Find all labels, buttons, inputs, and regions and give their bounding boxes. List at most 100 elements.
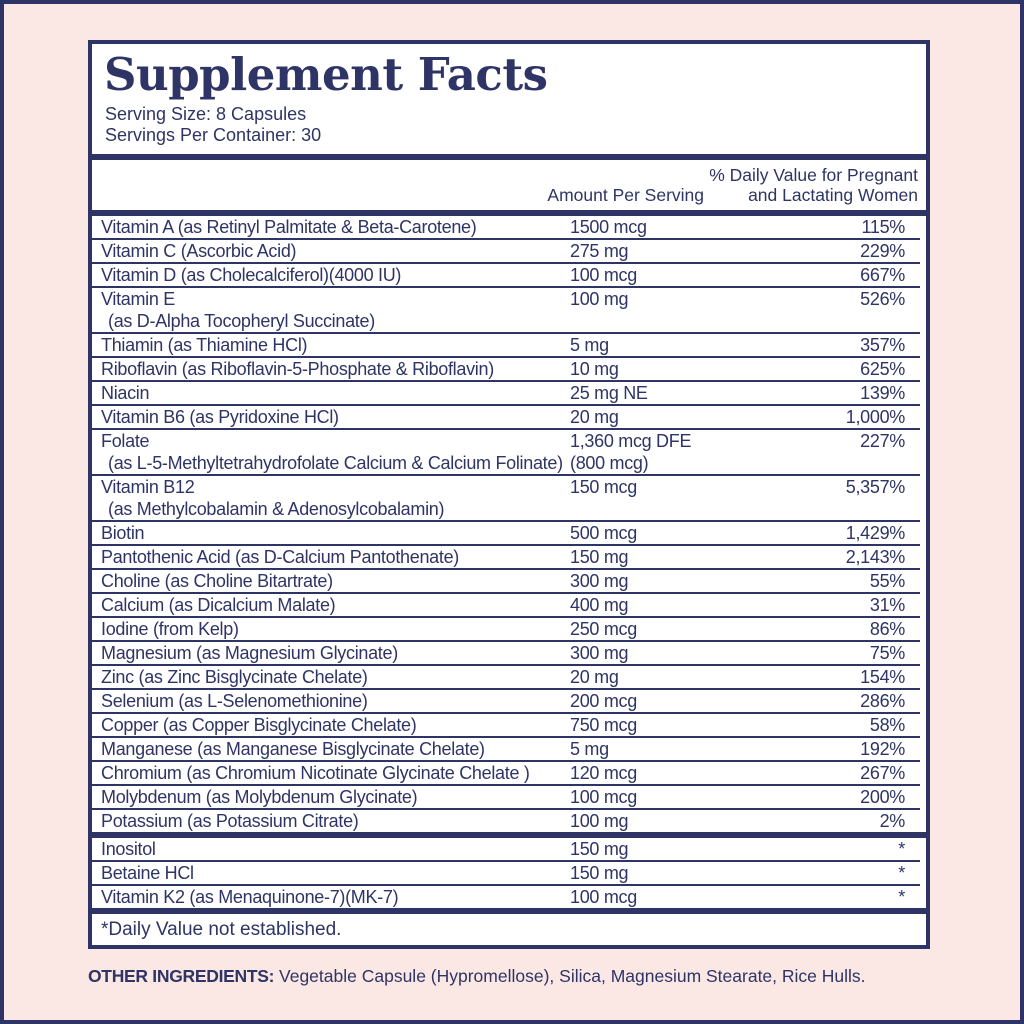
nutrient-amount: 5 mg [570,738,760,760]
nutrient-name-line: Inositol [101,839,156,859]
nutrient-name: Calcium (as Dicalcium Malate) [92,594,570,616]
table-row: Thiamin (as Thiamine HCl) 5 mg 357% [92,334,920,358]
nutrient-name: Selenium (as L-Selenomethionine) [92,690,570,712]
nutrient-name-line: Selenium (as L-Selenomethionine) [101,691,368,711]
nutrient-amount: 20 mg [570,406,760,428]
nutrient-name-line: Chromium (as Chromium Nicotinate Glycina… [101,763,530,783]
nutrient-amount: 100 mcg [570,786,760,808]
nutrient-amount: 1500 mcg [570,216,760,238]
nutrient-amount-line: 300 mg [570,643,629,663]
nutrient-amount-line: 20 mg [570,667,619,687]
nutrient-name: Choline (as Choline Bitartrate) [92,570,570,592]
divider-bar [92,832,926,838]
nutrient-amount: 120 mcg [570,762,760,784]
nutrient-amount: 300 mg [570,642,760,664]
nutrient-daily-value: 286% [860,691,905,711]
nutrient-amount-line: 20 mg [570,407,619,427]
nutrient-name: Vitamin K2 (as Menaquinone-7)(MK-7) [92,886,570,908]
table-row: Chromium (as Chromium Nicotinate Glycina… [92,762,920,786]
other-ingredients-text: Vegetable Capsule (Hypromellose), Silica… [274,966,866,986]
nutrient-daily-value: 200% [860,787,905,807]
nutrient-name-line: Vitamin K2 (as Menaquinone-7)(MK-7) [101,887,399,907]
table-row: Manganese (as Manganese Bisglycinate Che… [92,738,920,762]
nutrient-amount: 150 mg [570,838,760,860]
table-row: Pantothenic Acid (as D-Calcium Pantothen… [92,546,920,570]
nutrient-amount-line: 275 mg [570,241,629,261]
divider-bar [92,210,926,216]
nutrient-name: Riboflavin (as Riboflavin-5-Phosphate & … [92,358,570,380]
nutrient-name-line: Copper (as Copper Bisglycinate Chelate) [101,715,417,735]
nutrient-daily-value: 192% [860,739,905,759]
nutrient-daily-value: 58% [869,715,905,735]
nutrient-amount: 200 mcg [570,690,760,712]
nutrient-rows-no-dv: Inositol 150 mg * Betaine HCl 150 mg * V… [92,838,920,908]
nutrient-daily-value: 1,000% [845,407,906,427]
nutrient-name-line: Choline (as Choline Bitartrate) [101,571,333,591]
nutrient-amount-line: 250 mcg [570,619,637,639]
panel-title: Supplement Facts [104,48,548,101]
nutrient-rows-main: Vitamin A (as Retinyl Palmitate & Beta-C… [92,216,920,832]
nutrient-amount: 10 mg [570,358,760,380]
table-row: Vitamin E (as D-Alpha Tocopheryl Succina… [92,288,920,334]
nutrient-name: Molybdenum (as Molybdenum Glycinate) [92,786,570,808]
nutrient-amount-line: 150 mg [570,547,629,567]
table-row: Choline (as Choline Bitartrate) 300 mg 5… [92,570,920,594]
table-row: Potassium (as Potassium Citrate) 100 mg … [92,810,920,832]
nutrient-name-line: Iodine (from Kelp) [101,619,239,639]
table-row: Vitamin D (as Cholecalciferol)(4000 IU) … [92,264,920,288]
nutrient-amount-subline: (800 mcg) [570,453,649,473]
nutrient-name: Potassium (as Potassium Citrate) [92,810,570,832]
nutrient-amount-line: 100 mcg [570,787,637,807]
nutrient-name: Niacin [92,382,570,404]
nutrient-name: Iodine (from Kelp) [92,618,570,640]
nutrient-name: Zinc (as Zinc Bisglycinate Chelate) [92,666,570,688]
nutrient-daily-value: 75% [869,643,905,663]
nutrient-amount: 5 mg [570,334,760,356]
nutrient-name: Vitamin A (as Retinyl Palmitate & Beta-C… [92,216,570,238]
nutrient-daily-value: 55% [869,571,905,591]
nutrient-daily-value: 625% [860,359,905,379]
table-row: Selenium (as L-Selenomethionine) 200 mcg… [92,690,920,714]
divider-bar [92,154,926,160]
nutrient-name-line: Vitamin E [101,289,176,309]
nutrient-name: Chromium (as Chromium Nicotinate Glycina… [92,762,570,784]
nutrient-name: Vitamin C (Ascorbic Acid) [92,240,570,262]
nutrient-daily-value: 227% [860,431,905,451]
supplement-facts-panel: Supplement Facts Serving Size: 8 Capsule… [88,40,930,949]
nutrient-name-line: Thiamin (as Thiamine HCl) [101,335,308,355]
table-row: Vitamin A (as Retinyl Palmitate & Beta-C… [92,216,920,240]
nutrient-daily-value: 139% [860,383,905,403]
nutrient-amount-line: 200 mcg [570,691,637,711]
nutrient-amount: 400 mg [570,594,760,616]
daily-value-column-header: % Daily Value for Pregnant and Lactating… [706,165,918,205]
nutrient-name-line: Betaine HCl [101,863,194,883]
nutrient-name: Manganese (as Manganese Bisglycinate Che… [92,738,570,760]
nutrient-amount: 100 mg [570,288,760,310]
nutrient-name: Folate (as L-5-Methyltetrahydrofolate Ca… [92,430,570,474]
nutrient-name: Betaine HCl [92,862,570,884]
nutrient-name: Vitamin B6 (as Pyridoxine HCl) [92,406,570,428]
daily-value-header-line1: % Daily Value for Pregnant [709,165,918,185]
nutrient-amount: 100 mcg [570,886,760,908]
nutrient-amount: 20 mg [570,666,760,688]
nutrient-name-line: Calcium (as Dicalcium Malate) [101,595,336,615]
nutrient-daily-value: 5,357% [845,477,906,497]
nutrient-daily-value: 526% [860,289,905,309]
nutrient-name: Vitamin B12 (as Methylcobalamin & Adenos… [92,476,570,520]
servings-per-container: Servings Per Container: 30 [105,125,322,145]
nutrient-daily-value: 267% [860,763,905,783]
nutrient-amount-line: 5 mg [570,335,609,355]
nutrient-amount-line: 1500 mcg [570,217,647,237]
column-headers: Amount Per Serving % Daily Value for Pre… [92,160,926,210]
nutrient-amount: 275 mg [570,240,760,262]
nutrient-amount: 150 mg [570,546,760,568]
table-row: Vitamin B6 (as Pyridoxine HCl) 20 mg 1,0… [92,406,920,430]
table-row: Zinc (as Zinc Bisglycinate Chelate) 20 m… [92,666,920,690]
nutrient-amount: 750 mcg [570,714,760,736]
nutrient-daily-value: 357% [860,335,905,355]
serving-size: Serving Size: 8 Capsules [105,104,307,124]
table-row: Vitamin B12 (as Methylcobalamin & Adenos… [92,476,920,522]
table-row: Folate (as L-5-Methyltetrahydrofolate Ca… [92,430,920,476]
nutrient-daily-value: 115% [861,217,905,237]
